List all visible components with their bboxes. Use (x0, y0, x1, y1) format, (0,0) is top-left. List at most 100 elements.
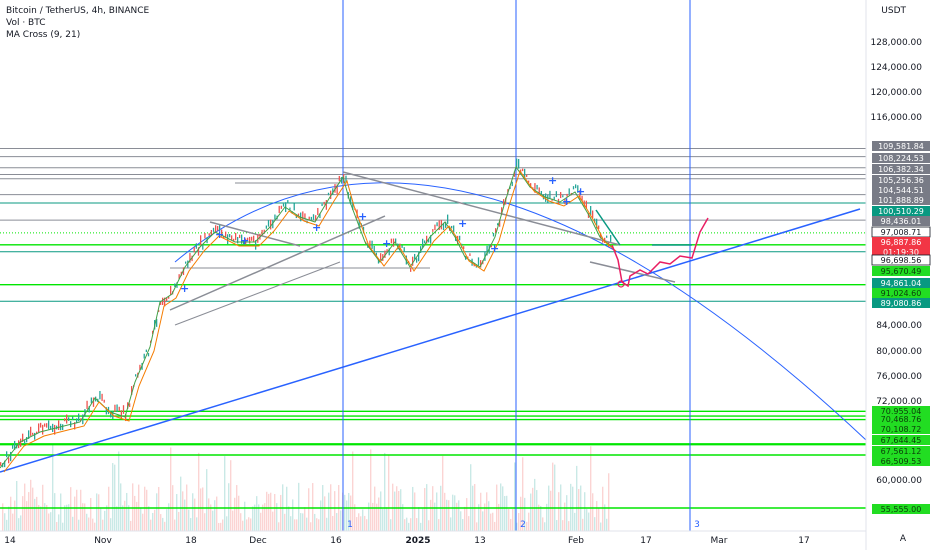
volume-bar (136, 501, 138, 531)
volume-bar (74, 496, 76, 531)
candle (30, 426, 32, 436)
candle (371, 240, 373, 249)
candle (610, 235, 612, 242)
cycle-arc (174, 182, 867, 441)
volume-bar (310, 522, 312, 531)
candle (492, 232, 495, 237)
time-tick-label: 17 (640, 536, 651, 546)
volume-bar (506, 495, 508, 531)
volume-bar (26, 501, 28, 531)
volume-bar (58, 514, 60, 531)
candle (231, 235, 233, 241)
volume-bar (2, 503, 4, 531)
volume-bar (220, 522, 222, 531)
volume-bar (326, 517, 328, 531)
candle (572, 186, 575, 190)
volume-bar (550, 490, 552, 531)
volume-bar (56, 522, 58, 531)
volume-bar (36, 496, 38, 531)
volume-bar (252, 506, 254, 531)
candle (114, 404, 116, 412)
candle (50, 425, 52, 430)
candle (204, 233, 206, 239)
candle (424, 240, 426, 244)
candle (160, 301, 162, 305)
price-badge (872, 435, 930, 445)
volume-bar (584, 492, 586, 531)
candle (600, 233, 602, 239)
candle (414, 253, 416, 260)
candle (577, 185, 579, 193)
volume-bar (66, 504, 68, 531)
price-badge (872, 237, 930, 247)
price-badge (872, 195, 930, 205)
candle (530, 183, 532, 187)
candle (170, 285, 172, 296)
volume-bar (228, 483, 230, 531)
price-badge-label: 70,468.76 (881, 415, 922, 424)
volume-bar (8, 506, 10, 531)
indicator-label[interactable]: MA Cross (9, 21) (6, 30, 81, 40)
ma-slow-line (3, 169, 617, 473)
volume-bar (100, 508, 102, 531)
candle (547, 194, 549, 203)
candle (64, 418, 66, 422)
volume-label[interactable]: Vol · BTC (6, 18, 46, 28)
candle (8, 457, 10, 464)
volume-bar (492, 512, 494, 531)
volume-bar (514, 462, 516, 531)
price-axis-unit[interactable]: USDT (881, 6, 906, 16)
volume-bar (542, 517, 544, 531)
volume-bar (22, 496, 24, 531)
volume-bar (118, 451, 120, 531)
candle (562, 195, 564, 198)
candle (549, 190, 551, 199)
volume-bar (104, 510, 106, 531)
volume-bar (320, 500, 322, 531)
candle (289, 207, 291, 210)
candle (598, 225, 600, 230)
volume-bar (148, 506, 150, 531)
ma-cross-marker: + (180, 282, 189, 295)
price-badge (872, 424, 930, 434)
volume-bar (434, 502, 436, 531)
price-badge-label: 89,080.86 (881, 299, 922, 308)
short-trend-line (595, 209, 621, 246)
price-badge (872, 185, 930, 195)
candle (208, 233, 210, 236)
volume-bar (10, 496, 12, 531)
volume-bar (150, 519, 152, 531)
candle (308, 216, 310, 220)
volume-bar (596, 501, 598, 531)
candle (274, 214, 276, 220)
candle (255, 240, 257, 250)
price-tick-label: 116,000.00 (870, 113, 922, 123)
lower-channel (174, 261, 341, 326)
volume-bar (604, 504, 606, 531)
volume-bar (448, 500, 450, 531)
volume-bar (314, 513, 316, 531)
volume-bar (284, 513, 286, 531)
volume-bar (258, 504, 260, 531)
candle (297, 213, 300, 217)
volume-bar (16, 480, 18, 531)
volume-bar (166, 509, 168, 531)
volume-bar (486, 492, 488, 531)
volume-bar (592, 493, 594, 531)
price-tick-label: 124,000.00 (870, 63, 922, 73)
candle (14, 440, 16, 450)
auto-scale-button[interactable]: A (899, 534, 906, 544)
volume-bar (308, 488, 310, 531)
volume-bar (568, 521, 570, 531)
volume-bar (452, 494, 454, 531)
price-badge-label: 70,955.04 (881, 407, 922, 416)
symbol-title[interactable]: Bitcoin / TetherUS, 4h, BINANCE (6, 6, 150, 16)
volume-bar (412, 486, 414, 531)
cycle-marker-label: 1 (347, 520, 353, 530)
volume-bar (216, 496, 218, 531)
candle (323, 201, 325, 205)
volume-bar (198, 452, 200, 531)
volume-bar (82, 503, 84, 531)
